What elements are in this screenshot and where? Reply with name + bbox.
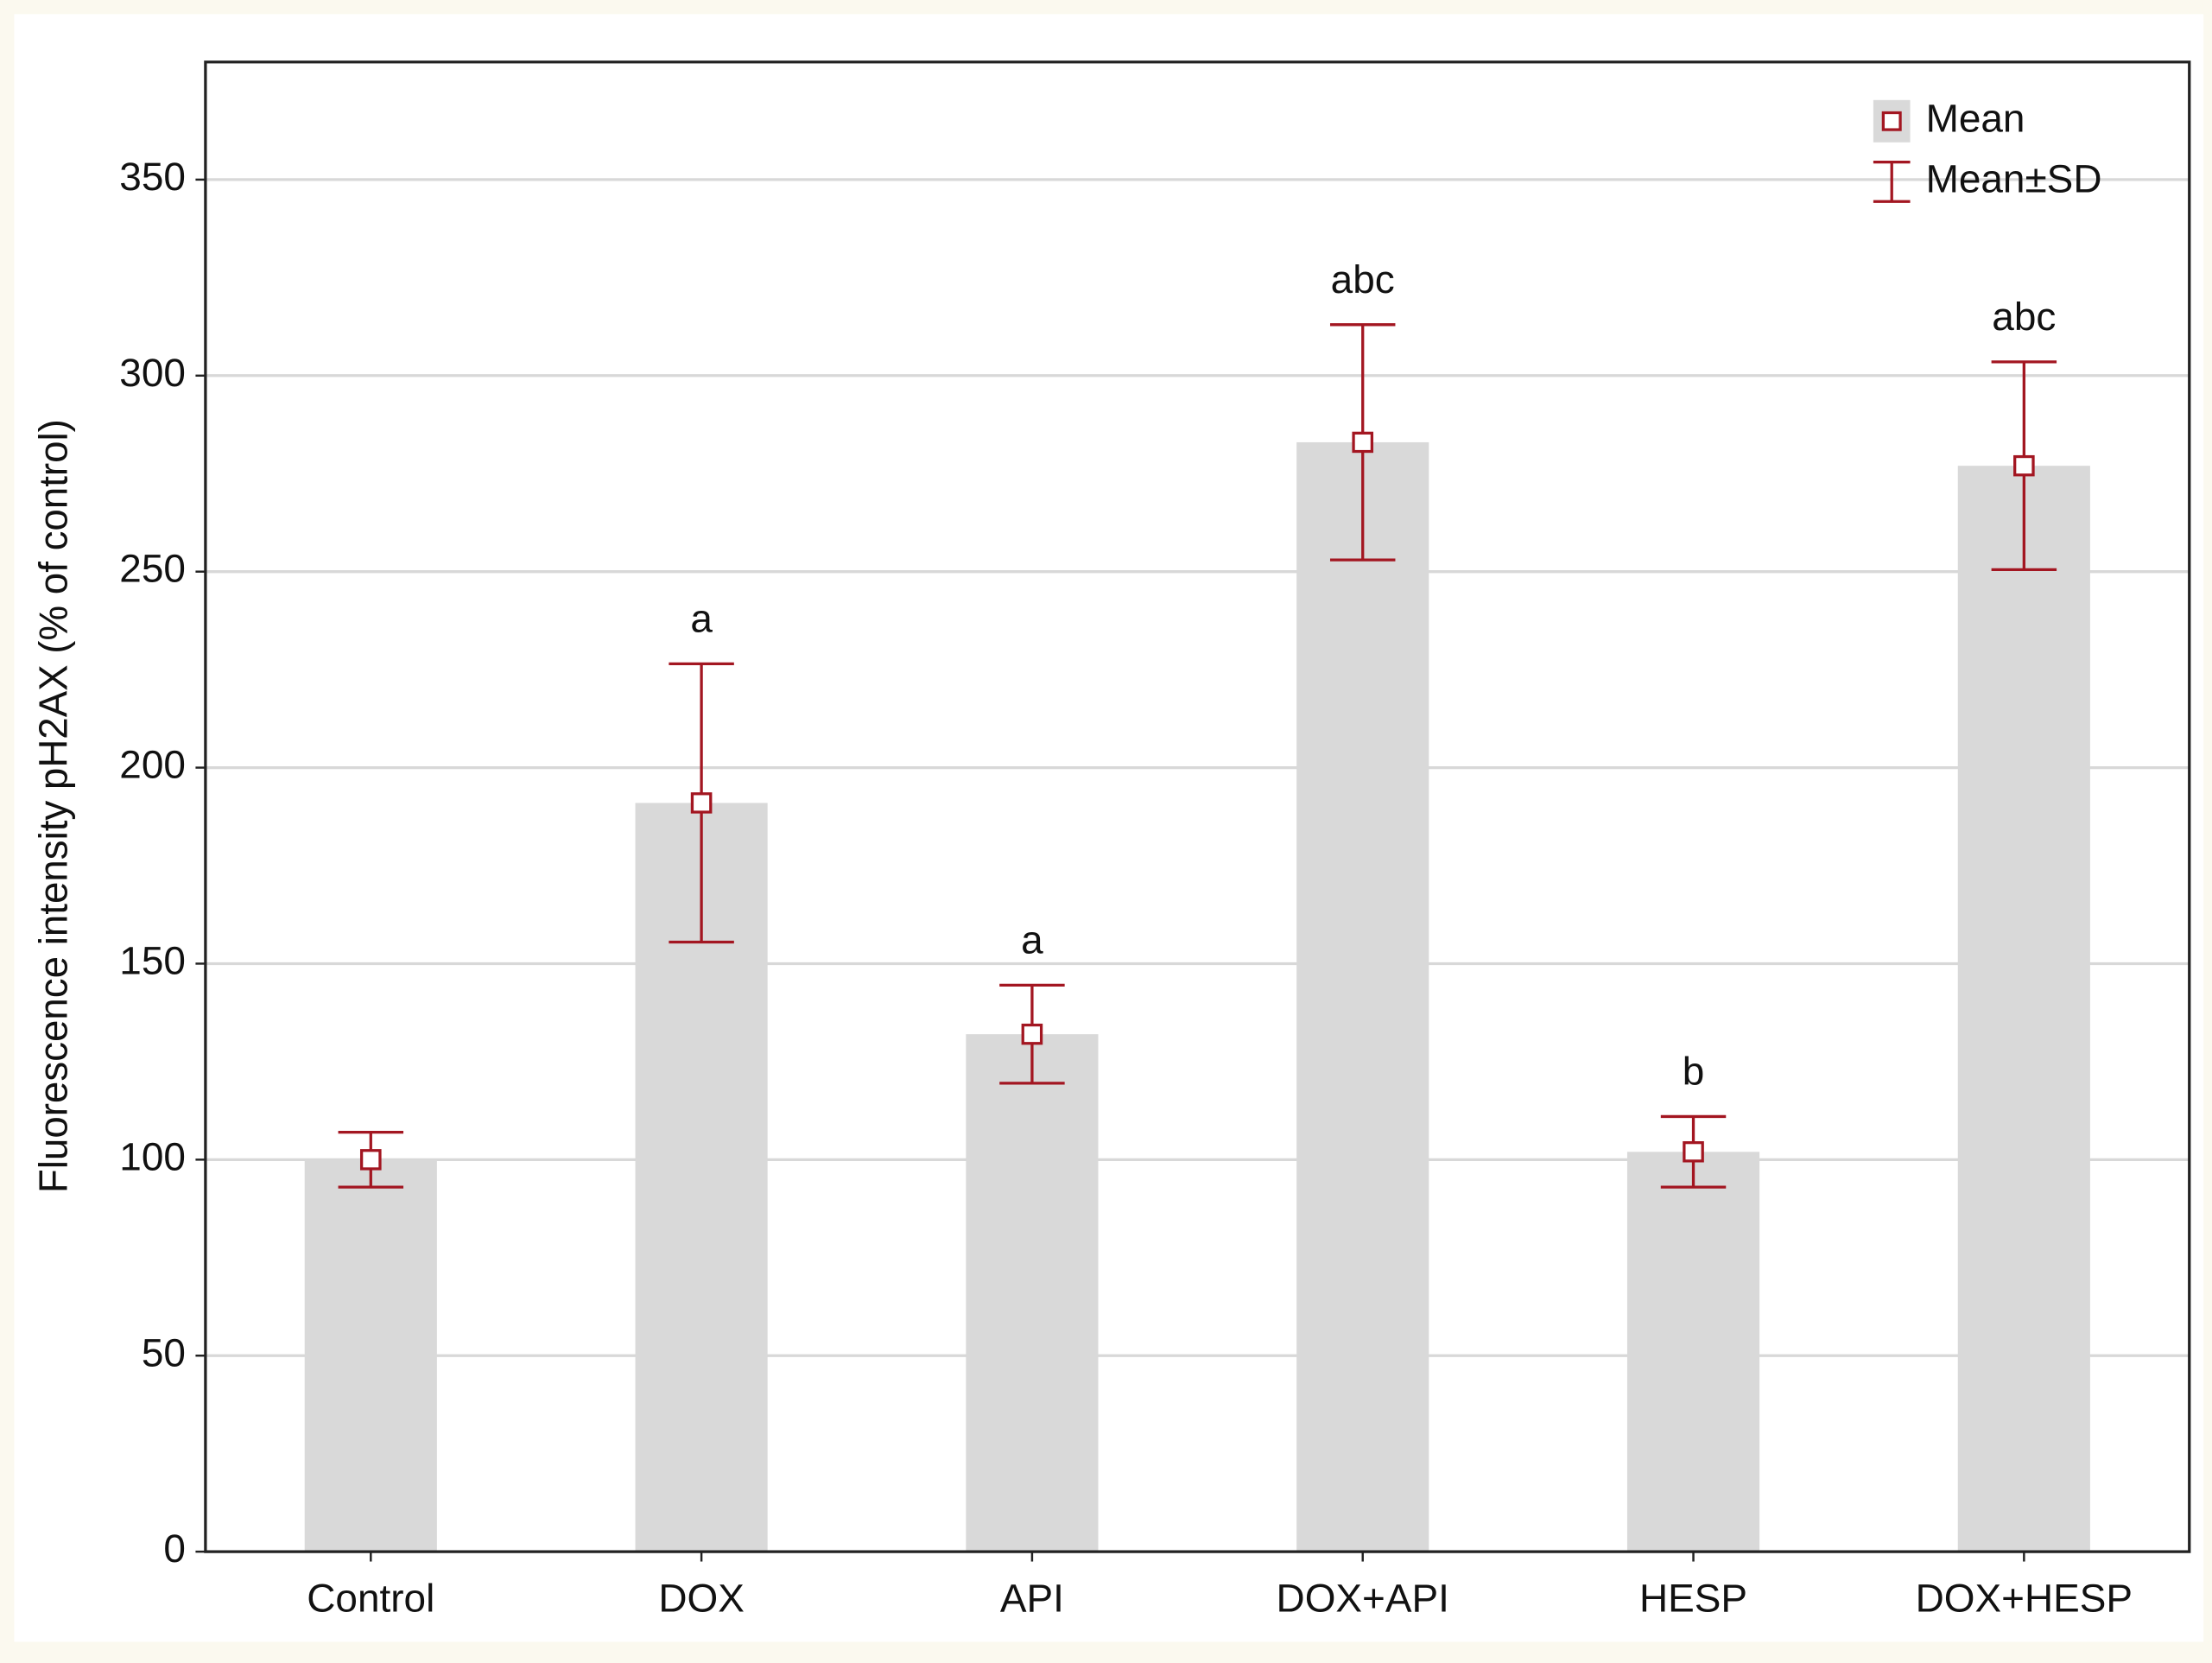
y-tick-label: 50: [142, 1330, 186, 1374]
mean-marker: [1683, 1141, 1704, 1163]
legend-label: Mean±SD: [1926, 157, 2102, 201]
y-tick-label: 150: [119, 939, 186, 983]
mean-marker: [359, 1149, 382, 1171]
y-axis-label: Fluorescence intensity pH2AX (% of contr…: [32, 419, 76, 1193]
y-tick-label: 100: [119, 1135, 186, 1179]
significance-label: abc: [1992, 295, 2056, 339]
x-tick-label: DOX: [658, 1576, 745, 1620]
y-tick-label: 350: [119, 155, 186, 199]
y-tick-label: 250: [119, 547, 186, 591]
bar: [304, 1159, 437, 1552]
x-tick-label: API: [1000, 1576, 1064, 1620]
plot-frame: [204, 60, 2191, 1553]
y-tick-label: 200: [119, 743, 186, 787]
significance-label: b: [1683, 1050, 1705, 1094]
legend-marker: [1881, 111, 1902, 131]
x-tick-label: Control: [307, 1576, 434, 1620]
mean-marker: [690, 792, 713, 814]
y-tick-label: 300: [119, 351, 186, 395]
significance-label: a: [1021, 918, 1043, 962]
mean-marker: [1021, 1023, 1043, 1045]
mean-marker: [2013, 454, 2035, 477]
y-tick-label: 0: [163, 1527, 186, 1571]
significance-label: a: [690, 597, 713, 641]
bar: [1957, 466, 2090, 1552]
bar: [1626, 1152, 1760, 1552]
bar: [966, 1034, 1099, 1552]
significance-label: abc: [1331, 257, 1395, 301]
bar: [1296, 441, 1429, 1552]
mean-marker: [1352, 431, 1374, 454]
x-tick-label: DOX+API: [1277, 1576, 1449, 1620]
x-tick-label: DOX+HESP: [1916, 1576, 2133, 1620]
x-tick-label: HESP: [1639, 1576, 1747, 1620]
legend-label: Mean: [1926, 96, 2025, 140]
